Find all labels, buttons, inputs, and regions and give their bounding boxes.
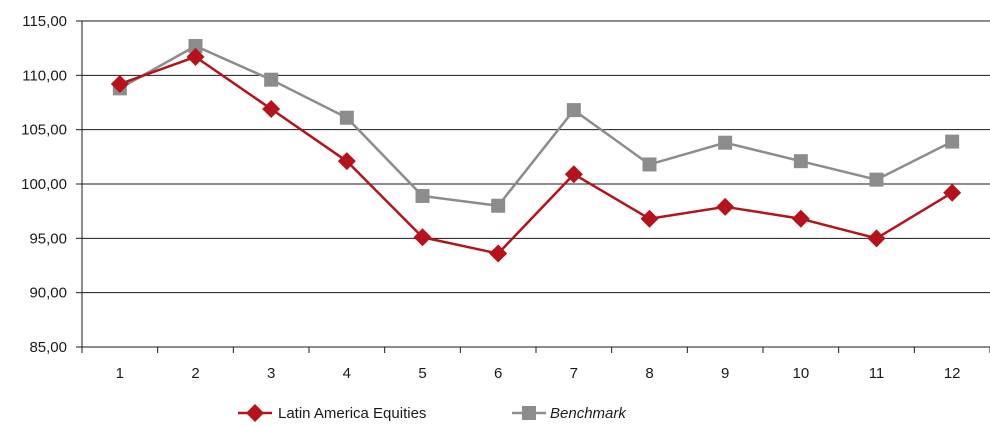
data-point <box>716 197 735 216</box>
legend-label: Benchmark <box>550 405 627 422</box>
data-point <box>718 135 733 150</box>
legend-marker <box>246 404 264 422</box>
series-line <box>119 44 953 207</box>
x-tick-label: 10 <box>792 365 809 382</box>
legend-item: Benchmark <box>512 405 627 422</box>
y-tick-label: 105,00 <box>21 122 67 139</box>
data-point <box>188 38 203 53</box>
x-tick-label: 7 <box>570 365 578 382</box>
y-tick-label: 85,00 <box>29 339 67 356</box>
data-point <box>566 103 581 118</box>
y-tick-label: 100,00 <box>21 176 67 193</box>
data-point <box>943 183 962 202</box>
x-tick-label: 8 <box>645 365 653 382</box>
x-tick-label: 2 <box>191 365 199 382</box>
data-point <box>564 165 583 184</box>
x-tick-label: 6 <box>494 365 502 382</box>
series <box>110 38 962 263</box>
data-point <box>186 47 205 66</box>
data-point <box>415 188 430 203</box>
data-point <box>793 154 808 169</box>
y-tick-label: 95,00 <box>29 230 67 247</box>
data-point <box>339 110 354 125</box>
series-benchmark <box>112 38 960 213</box>
data-point <box>413 228 432 247</box>
data-point <box>264 72 279 87</box>
data-point <box>262 100 281 119</box>
axes: 85,00 90,00 95,00 100,00 105,00 110,00 115,00 1… <box>21 13 990 382</box>
data-point <box>337 152 356 171</box>
legend-item: Latin America Equities <box>238 404 426 422</box>
data-point <box>642 157 657 172</box>
data-point <box>791 209 810 228</box>
series-latin-america-equities <box>110 47 962 263</box>
data-point <box>110 75 129 94</box>
y-tick-label: 115,00 <box>22 13 67 30</box>
x-tick-label: 9 <box>721 365 729 382</box>
data-point <box>640 209 659 228</box>
x-tick-label: 5 <box>418 365 426 382</box>
legend: Latin America Equities Benchmark <box>238 404 627 422</box>
y-tick-label: 110,00 <box>22 67 67 84</box>
data-point <box>489 244 508 263</box>
y-tick-label: 90,00 <box>29 285 67 302</box>
x-tick-label: 3 <box>267 365 275 382</box>
data-point <box>491 198 506 213</box>
x-tick-label: 11 <box>869 365 885 382</box>
legend-marker <box>522 406 536 420</box>
legend-label: Latin America Equities <box>278 405 426 422</box>
data-point <box>867 229 886 248</box>
x-tick-label: 4 <box>343 365 351 382</box>
x-tick-label: 1 <box>116 365 124 382</box>
data-point <box>869 172 884 187</box>
x-tick-label: 12 <box>944 365 961 382</box>
series-line <box>119 55 953 255</box>
data-point <box>945 134 960 149</box>
grid-lines <box>82 20 990 294</box>
